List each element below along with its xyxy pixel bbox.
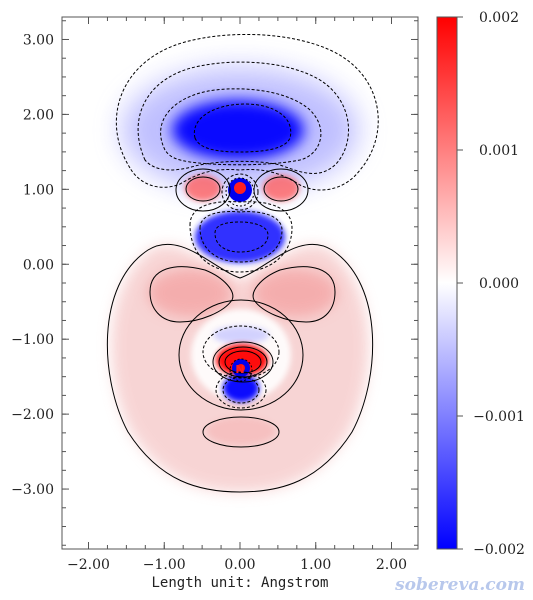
contour-negative — [202, 325, 280, 379]
contour-negative — [225, 177, 255, 207]
watermark: sobereva.com — [394, 575, 525, 595]
density-region-right-positive — [253, 269, 337, 317]
y-tick-label: 1.00 — [23, 182, 54, 198]
contour-positive — [263, 176, 299, 202]
contour-negative — [160, 88, 322, 166]
x-tick-label: −2.00 — [67, 557, 110, 573]
colorbar — [437, 17, 457, 549]
x-tick-label: 0.00 — [224, 557, 255, 573]
contour-positive — [252, 266, 336, 323]
x-tick-label: 2.00 — [376, 557, 407, 573]
axis-ticks — [62, 17, 418, 549]
atom-label-n: N — [235, 363, 244, 376]
colorbar-tick-label: −0.001 — [473, 409, 525, 425]
y-tick-label: 3.00 — [23, 32, 54, 48]
contour-negative — [221, 173, 259, 211]
colorbar-tick-label: 0.001 — [479, 143, 519, 159]
colorbar-ticks: 0.002 0.001 0.000 −0.001 −0.002 — [457, 10, 525, 558]
density-region-c-left-positive — [185, 175, 221, 201]
density-map — [111, 68, 369, 492]
density-region-upper-negative-core — [172, 100, 304, 160]
colorbar-tick-label: −0.002 — [473, 542, 525, 558]
contour-positive — [224, 350, 262, 374]
contour-negative — [193, 103, 292, 153]
contour-positive — [178, 299, 304, 411]
y-tick-label: −2.00 — [11, 407, 54, 423]
x-tick-label: −1.00 — [143, 557, 186, 573]
contour-negative — [222, 376, 260, 404]
contour-positive — [212, 341, 274, 383]
contour-positive — [202, 416, 280, 448]
density-region-mid-negative — [195, 211, 285, 263]
contour-negative — [189, 201, 293, 273]
density-region-n-upper-negative — [213, 326, 269, 344]
contour-negative — [115, 33, 379, 191]
x-tick-label: 1.00 — [300, 557, 331, 573]
colorbar-tick-label: 0.002 — [479, 10, 519, 26]
contour-positive — [106, 243, 374, 493]
contour-negative — [229, 358, 253, 382]
density-region-c-right-positive — [263, 175, 299, 201]
atom-labels: CN — [235, 183, 244, 376]
density-core-n-inner — [237, 364, 245, 372]
axis-tick-labels: −2.00 −1.00 0.00 1.00 2.00 3.00 2.00 1.00 0.00 −1… — [11, 32, 407, 573]
y-tick-label: −1.00 — [11, 332, 54, 348]
y-tick-label: 0.00 — [23, 257, 54, 273]
contour-positive — [175, 168, 231, 212]
contour-negative — [214, 221, 269, 253]
contour-lines — [106, 33, 379, 493]
x-axis-label: Length unit: Angstrom — [151, 575, 328, 591]
contour-negative — [215, 371, 267, 409]
y-tick-label: −3.00 — [11, 482, 54, 498]
atom-label-c: C — [236, 183, 244, 196]
contour-positive — [149, 266, 234, 323]
density-core-c-inner — [234, 182, 246, 194]
density-region-left-positive — [148, 269, 232, 317]
colorbar-tick-label: 0.000 — [479, 276, 519, 292]
y-tick-label: 2.00 — [23, 107, 54, 123]
contour-negative — [137, 61, 349, 174]
contour-positive — [185, 176, 221, 202]
density-region-bottom-positive — [207, 417, 275, 445]
